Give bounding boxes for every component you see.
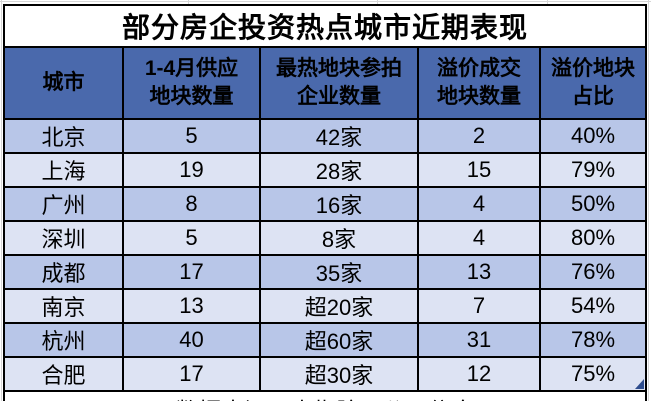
cell-value: 75%: [571, 361, 616, 386]
row-guangzhou: 广州 8 16家 4 50%: [3, 186, 648, 222]
cell-premium-deals: 2: [417, 118, 541, 154]
cell-bidders: 16家: [259, 186, 419, 222]
cell-premium-ratio: 50%: [538, 186, 648, 222]
footer-row: 数据来源：中指院、公开信息: [2, 390, 648, 401]
data-source: 数据来源：中指院、公开信息: [2, 390, 648, 401]
cell-city: 北京: [3, 118, 124, 154]
row-shenzhen: 深圳 5 8家 4 80%: [3, 220, 648, 256]
cell-premium-deals: 4: [417, 220, 541, 256]
col-header-premium-ratio: 溢价地块 占比: [538, 46, 648, 120]
col-header-supply-plots: 1-4月供应 地块数量: [122, 46, 261, 120]
title-row: 部分房企投资热点城市近期表现: [2, 4, 648, 48]
cell-supply: 8: [122, 186, 261, 222]
cell-bidders: 超60家: [259, 322, 419, 358]
cell-premium-ratio: 54%: [538, 288, 648, 324]
row-beijing: 北京 5 42家 2 40%: [3, 118, 648, 154]
cell-supply: 17: [122, 356, 261, 392]
cell-premium-deals: 12: [417, 356, 541, 392]
row-shanghai: 上海 19 28家 15 79%: [3, 152, 648, 188]
col-header-city: 城市: [3, 46, 124, 120]
gridline: [547, 0, 548, 5]
row-nanjing: 南京 13 超20家 7 54%: [3, 288, 648, 324]
cell-premium-ratio: 79%: [538, 152, 648, 188]
header-row: 城市 1-4月供应 地块数量 最热地块参拍 企业数量 溢价成交 地块数量 溢价地…: [3, 46, 648, 120]
cell-supply: 5: [122, 118, 261, 154]
cell-city: 上海: [3, 152, 124, 188]
cell-premium-ratio: 75%: [538, 356, 648, 392]
cell-city: 深圳: [3, 220, 124, 256]
cell-supply: 17: [122, 254, 261, 290]
cell-premium-deals: 4: [417, 186, 541, 222]
cell-city: 广州: [3, 186, 124, 222]
row-hefei: 合肥 17 超30家 12 75%: [3, 356, 648, 392]
row-hangzhou: 杭州 40 超60家 31 78%: [3, 322, 648, 358]
cell-premium-ratio: 80%: [538, 220, 648, 256]
cell-bidders: 超30家: [259, 356, 419, 392]
table-title: 部分房企投资热点城市近期表现: [2, 4, 648, 48]
gridline: [648, 0, 649, 401]
cell-corner-marker: [635, 379, 645, 389]
col-header-bidding-companies: 最热地块参拍 企业数量: [259, 46, 419, 120]
cell-city: 杭州: [3, 322, 124, 358]
cell-premium-ratio: 78%: [538, 322, 648, 358]
cell-premium-ratio: 76%: [538, 254, 648, 290]
cell-premium-deals: 13: [417, 254, 541, 290]
cell-city: 合肥: [3, 356, 124, 392]
cell-supply: 5: [122, 220, 261, 256]
cell-premium-deals: 31: [417, 322, 541, 358]
cell-premium-deals: 7: [417, 288, 541, 324]
cell-supply: 19: [122, 152, 261, 188]
cell-bidders: 8家: [259, 220, 419, 256]
row-chengdu: 成都 17 35家 13 76%: [3, 254, 648, 290]
cell-bidders: 35家: [259, 254, 419, 290]
cell-bidders: 28家: [259, 152, 419, 188]
cell-premium-ratio: 40%: [538, 118, 648, 154]
gridline: [377, 0, 378, 5]
gridline: [1, 0, 2, 401]
cell-premium-deals: 15: [417, 152, 541, 188]
cell-bidders: 42家: [259, 118, 419, 154]
cell-supply: 40: [122, 322, 261, 358]
hot-cities-table: 部分房企投资热点城市近期表现 城市 1-4月供应 地块数量 最热地块参拍 企业数…: [2, 4, 648, 401]
cell-city: 南京: [3, 288, 124, 324]
cell-supply: 13: [122, 288, 261, 324]
gridline: [188, 0, 189, 5]
cell-city: 成都: [3, 254, 124, 290]
gridline: [0, 1, 651, 2]
col-header-premium-deals: 溢价成交 地块数量: [417, 46, 541, 120]
cell-bidders: 超20家: [259, 288, 419, 324]
